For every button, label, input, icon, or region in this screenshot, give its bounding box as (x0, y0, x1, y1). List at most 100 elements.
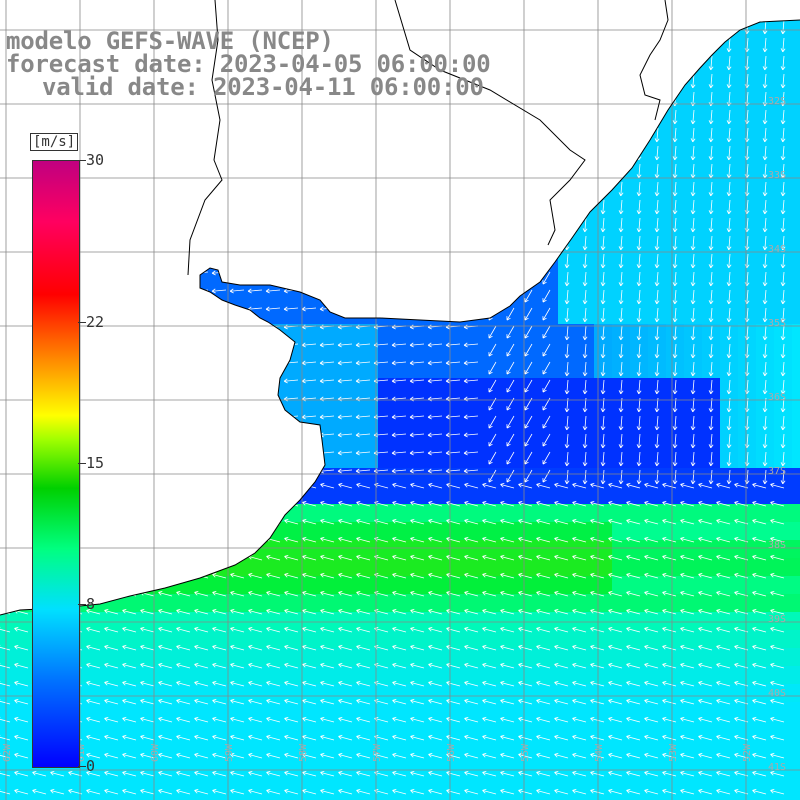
wind-arrow (582, 307, 588, 323)
wind-arrow (319, 378, 335, 384)
wind-arrow (564, 271, 570, 287)
wind-speed-cell (432, 378, 451, 397)
wind-arrow (572, 662, 587, 669)
wind-arrow (636, 289, 642, 305)
wind-arrow (392, 716, 407, 723)
wind-arrow (672, 145, 678, 161)
wind-arrow (14, 698, 29, 705)
wind-arrow (500, 518, 515, 525)
wind-arrow (752, 572, 767, 579)
wind-arrow (590, 590, 605, 597)
wind-speed-cell (702, 522, 721, 541)
wind-speed-cell (306, 702, 325, 721)
wind-arrow (140, 752, 155, 759)
wind-speed-cell (522, 522, 541, 541)
wind-speed-cell (792, 108, 800, 127)
wind-speed-cell (360, 666, 379, 685)
wind-arrow (266, 770, 281, 777)
colorbar-tick-mark (78, 321, 86, 323)
wind-arrow (618, 217, 624, 233)
wind-speed-cell (594, 486, 613, 505)
wind-arrow (708, 433, 714, 449)
wind-speed-cell (792, 72, 800, 91)
wind-speed-cell (468, 576, 487, 595)
wind-speed-cell (90, 774, 109, 793)
wind-arrow (662, 482, 677, 489)
wind-speed-cell (432, 396, 451, 415)
wind-speed-cell (378, 396, 397, 415)
wind-arrow (662, 770, 677, 777)
wind-speed-cell (594, 504, 613, 523)
wind-arrow (176, 734, 191, 741)
wind-speed-cell (450, 432, 469, 451)
wind-arrow (464, 644, 479, 651)
wind-arrow (654, 199, 660, 215)
wind-speed-cell (504, 720, 523, 739)
wind-arrow (762, 73, 768, 89)
wind-arrow (337, 432, 353, 438)
wind-speed-cell (684, 702, 703, 721)
wind-speed-cell (720, 666, 739, 685)
wind-speed-cell (252, 738, 271, 757)
wind-arrow (482, 698, 497, 705)
wind-arrow (662, 626, 677, 633)
wind-speed-cell (432, 576, 451, 595)
wind-speed-cell (504, 666, 523, 685)
wind-speed-cell (126, 648, 145, 667)
wind-speed-cell (216, 576, 235, 595)
wind-speed-cell (342, 342, 361, 361)
wind-speed-cell (540, 450, 559, 469)
wind-arrow (600, 307, 606, 323)
wind-speed-cell (450, 540, 469, 559)
wind-arrow (122, 752, 137, 759)
wind-speed-cell (576, 576, 595, 595)
wind-speed-cell (414, 504, 433, 523)
wind-speed-cell (18, 774, 37, 793)
wind-arrow (488, 415, 497, 429)
wind-speed-cell (306, 738, 325, 757)
wind-arrow (194, 788, 209, 795)
wind-arrow (762, 127, 768, 143)
wind-speed-cell (756, 720, 775, 739)
wind-speed-cell (450, 504, 469, 523)
wind-arrow (690, 127, 696, 143)
wind-arrow (140, 698, 155, 705)
wind-arrow (752, 752, 767, 759)
wind-speed-cell (396, 720, 415, 739)
wind-arrow (500, 788, 515, 795)
wind-speed-cell (270, 576, 289, 595)
wind-speed-cell (324, 522, 343, 541)
latitude-label: 40S (768, 688, 786, 699)
wind-speed-cell (360, 342, 379, 361)
wind-arrow (410, 788, 425, 795)
wind-arrow (410, 500, 425, 507)
wind-speed-cell (792, 126, 800, 145)
wind-speed-cell (522, 666, 541, 685)
wind-arrow (302, 734, 317, 741)
wind-arrow (608, 788, 623, 795)
wind-speed-cell (144, 720, 163, 739)
wind-speed-cell (162, 720, 181, 739)
wind-arrow (762, 289, 768, 305)
wind-arrow (608, 734, 623, 741)
wind-speed-cell (666, 486, 685, 505)
wind-arrow (662, 500, 677, 507)
wind-speed-cell (792, 162, 800, 181)
wind-speed-cell (90, 666, 109, 685)
wind-arrow (708, 127, 714, 143)
wind-speed-cell (792, 522, 800, 541)
wind-arrow (698, 518, 713, 525)
wind-speed-cell (702, 738, 721, 757)
wind-speed-cell (648, 720, 667, 739)
wind-speed-cell (720, 720, 739, 739)
wind-speed-cell (774, 522, 793, 541)
wind-arrow (248, 716, 263, 723)
wind-arrow (654, 145, 660, 161)
wind-speed-cell (108, 720, 127, 739)
longitude-label: 59W (224, 743, 235, 762)
wind-speed-cell (486, 360, 505, 379)
wind-speed-cell (522, 306, 541, 325)
wind-arrow (572, 644, 587, 651)
wind-speed-cell (468, 540, 487, 559)
wind-speed-cell (792, 90, 800, 109)
